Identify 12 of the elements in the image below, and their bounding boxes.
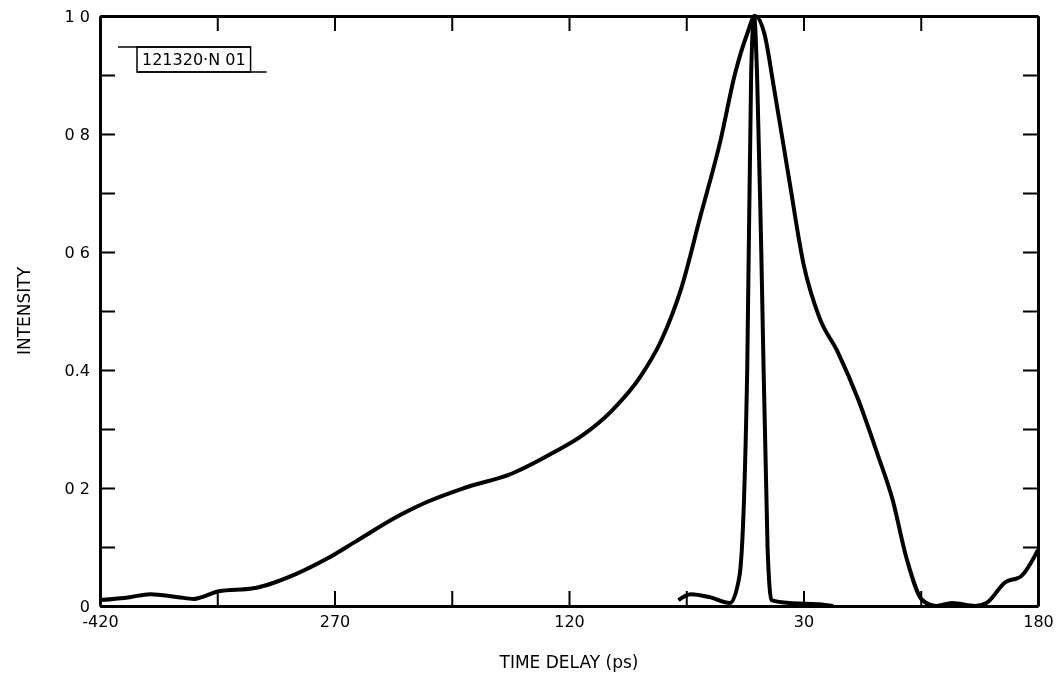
x-tick-label: 270 [319, 612, 351, 632]
y-tick-label: 0.4 [64, 360, 90, 380]
y-tick-label: 0 2 [64, 478, 90, 498]
x-tick-label: 180 [1023, 612, 1054, 632]
x-axis-title: TIME DELAY (ps) [498, 652, 639, 672]
x-tick-label: 30 [793, 612, 815, 632]
y-axis-title: INTENSITY [14, 266, 34, 356]
y-tick-label: 1 0 [64, 6, 90, 26]
x-tick-label: 120 [554, 612, 585, 632]
y-tick-label: 0 6 [64, 242, 90, 262]
annotation: 121320·N 01 [142, 50, 246, 69]
y-tick-label: 0 8 [64, 124, 90, 144]
